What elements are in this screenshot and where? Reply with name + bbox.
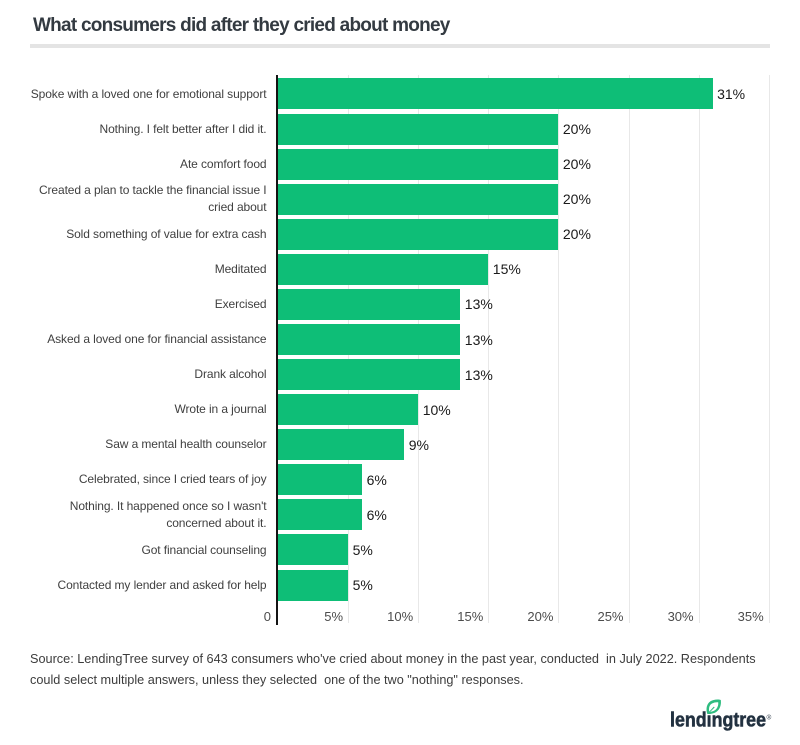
svg-text:lendingtree: lendingtree bbox=[670, 709, 766, 731]
svg-text:®: ® bbox=[767, 714, 772, 722]
